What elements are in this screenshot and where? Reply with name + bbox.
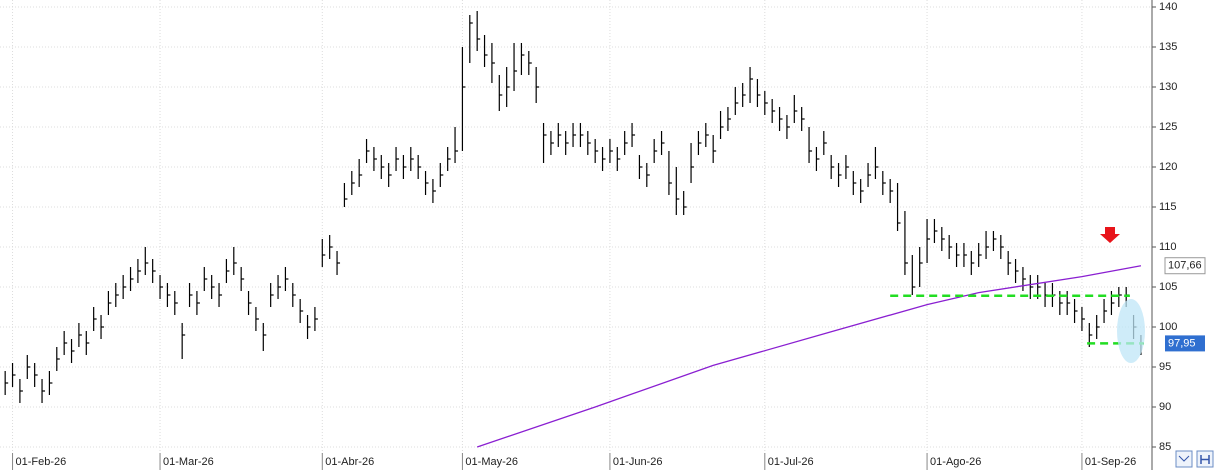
y-tick-label: 135 bbox=[1159, 41, 1177, 53]
plot bbox=[4, 11, 1144, 448]
moving-average-line bbox=[476, 265, 1142, 448]
grid bbox=[0, 0, 1152, 455]
x-tick-label: 01-Jun-26 bbox=[613, 456, 663, 468]
x-tick-label: 01-May-26 bbox=[465, 456, 518, 468]
last-value-label: 97,95 bbox=[1168, 337, 1196, 349]
x-tick-label: 01-Ago-26 bbox=[930, 456, 981, 468]
y-tick-label: 105 bbox=[1159, 281, 1177, 293]
x-tick-label: 01-Sep-26 bbox=[1085, 456, 1136, 468]
last-value-label: 107,66 bbox=[1168, 260, 1202, 272]
toolbar-icon bbox=[1178, 455, 1190, 462]
y-tick-label: 110 bbox=[1159, 241, 1177, 253]
highlight-ellipse bbox=[1117, 299, 1145, 363]
x-tick-label: 01-Mar-26 bbox=[163, 456, 214, 468]
y-tick-label: 100 bbox=[1159, 321, 1177, 333]
y-tick-label: 95 bbox=[1159, 361, 1171, 373]
y-tick-label: 90 bbox=[1159, 401, 1171, 413]
y-tick-label: 115 bbox=[1159, 201, 1177, 213]
y-tick-label: 125 bbox=[1159, 121, 1177, 133]
toolbar-button[interactable] bbox=[1175, 450, 1193, 468]
toolbar-icon bbox=[1200, 455, 1210, 464]
y-tick-label: 130 bbox=[1159, 81, 1177, 93]
y-tick-label: 120 bbox=[1159, 161, 1177, 173]
last-value-box bbox=[1164, 257, 1206, 275]
x-tick-label: 01-Abr-26 bbox=[325, 456, 374, 468]
y-tick-label: 140 bbox=[1159, 1, 1177, 13]
x-tick-label: 01-Jul-26 bbox=[768, 456, 814, 468]
y-tick-label: 85 bbox=[1159, 441, 1171, 453]
down-arrow bbox=[1100, 227, 1120, 243]
last-value-box bbox=[1165, 335, 1205, 352]
x-tick-label: 01-Feb-26 bbox=[16, 456, 67, 468]
